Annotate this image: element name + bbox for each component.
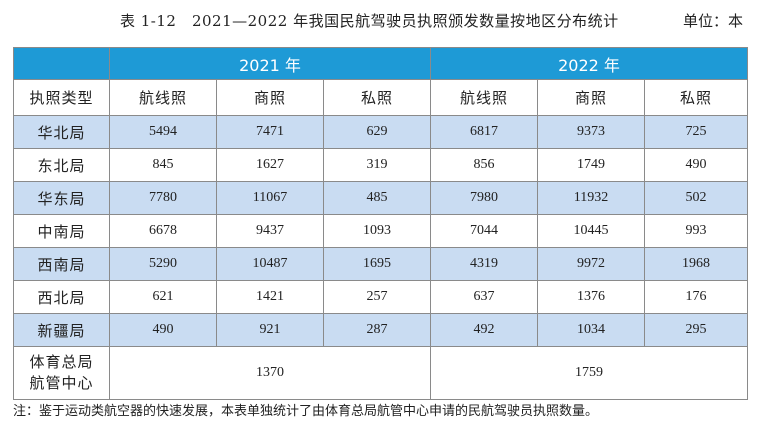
table-title: 表 1-12 2021—2022 年我国民航驾驶员执照颁发数量按地区分布统计 bbox=[120, 12, 619, 30]
col-header-private-2021: 私照 bbox=[323, 79, 431, 116]
cell: 7044 bbox=[430, 214, 538, 248]
table-row: 华东局 7780 11067 485 7980 11932 502 bbox=[13, 181, 748, 215]
row-label: 西南局 bbox=[13, 247, 110, 281]
row-label: 华东局 bbox=[13, 181, 110, 215]
year-header-row: 2021 年 2022 年 bbox=[13, 47, 748, 80]
cell: 637 bbox=[430, 280, 538, 314]
cell: 11932 bbox=[537, 181, 645, 215]
license-type-header-row: 执照类型 航线照 商照 私照 航线照 商照 私照 bbox=[13, 79, 748, 116]
header-corner bbox=[13, 47, 110, 80]
license-table: 2021 年 2022 年 执照类型 航线照 商照 私照 航线照 商照 私照 华… bbox=[13, 47, 748, 400]
cell: 6817 bbox=[430, 115, 538, 149]
cell: 5290 bbox=[109, 247, 217, 281]
cell: 490 bbox=[644, 148, 748, 182]
cell: 4319 bbox=[430, 247, 538, 281]
table-row: 华北局 5494 7471 629 6817 9373 725 bbox=[13, 115, 748, 149]
cell-total-2021: 1370 bbox=[109, 346, 431, 400]
year-2021-header: 2021 年 bbox=[109, 47, 431, 80]
row-label: 东北局 bbox=[13, 148, 110, 182]
col-header-private-2022: 私照 bbox=[644, 79, 748, 116]
cell: 1093 bbox=[323, 214, 431, 248]
cell: 725 bbox=[644, 115, 748, 149]
row-label-line2: 航管中心 bbox=[29, 374, 94, 392]
cell: 1421 bbox=[216, 280, 324, 314]
cell: 7471 bbox=[216, 115, 324, 149]
cell: 9972 bbox=[537, 247, 645, 281]
cell: 319 bbox=[323, 148, 431, 182]
cell: 485 bbox=[323, 181, 431, 215]
cell: 993 bbox=[644, 214, 748, 248]
col-header-commercial-2021: 商照 bbox=[216, 79, 324, 116]
table-row: 新疆局 490 921 287 492 1034 295 bbox=[13, 313, 748, 347]
table-row: 东北局 845 1627 319 856 1749 490 bbox=[13, 148, 748, 182]
cell: 295 bbox=[644, 313, 748, 347]
cell: 921 bbox=[216, 313, 324, 347]
table-row: 中南局 6678 9437 1093 7044 10445 993 bbox=[13, 214, 748, 248]
cell: 492 bbox=[430, 313, 538, 347]
cell: 176 bbox=[644, 280, 748, 314]
year-2022-header: 2022 年 bbox=[430, 47, 748, 80]
footnote: 注：鉴于运动类航空器的快速发展，本表单独统计了由体育总局航管中心申请的民航驾驶员… bbox=[13, 404, 599, 419]
cell: 6678 bbox=[109, 214, 217, 248]
row-label: 西北局 bbox=[13, 280, 110, 314]
table-caption: 表 1-12 2021—2022 年我国民航驾驶员执照颁发数量按地区分布统计 单… bbox=[0, 6, 757, 34]
cell: 1627 bbox=[216, 148, 324, 182]
cell: 1695 bbox=[323, 247, 431, 281]
cell: 7980 bbox=[430, 181, 538, 215]
table-row: 西南局 5290 10487 1695 4319 9972 1968 bbox=[13, 247, 748, 281]
row-label-line1: 体育总局 bbox=[29, 353, 94, 371]
row-label: 华北局 bbox=[13, 115, 110, 149]
cell: 1376 bbox=[537, 280, 645, 314]
cell: 287 bbox=[323, 313, 431, 347]
cell: 629 bbox=[323, 115, 431, 149]
cell: 621 bbox=[109, 280, 217, 314]
cell: 845 bbox=[109, 148, 217, 182]
col-header-airline-2021: 航线照 bbox=[109, 79, 217, 116]
cell: 1034 bbox=[537, 313, 645, 347]
cell: 9373 bbox=[537, 115, 645, 149]
license-type-header: 执照类型 bbox=[13, 79, 110, 116]
table-row: 西北局 621 1421 257 637 1376 176 bbox=[13, 280, 748, 314]
table-row-sports-center: 体育总局航管中心 1370 1759 bbox=[13, 346, 748, 400]
cell: 7780 bbox=[109, 181, 217, 215]
col-header-airline-2022: 航线照 bbox=[430, 79, 538, 116]
cell: 10445 bbox=[537, 214, 645, 248]
row-label: 新疆局 bbox=[13, 313, 110, 347]
col-header-commercial-2022: 商照 bbox=[537, 79, 645, 116]
unit-label: 单位：本 bbox=[682, 12, 743, 30]
cell: 11067 bbox=[216, 181, 324, 215]
cell: 490 bbox=[109, 313, 217, 347]
cell: 5494 bbox=[109, 115, 217, 149]
row-label: 中南局 bbox=[13, 214, 110, 248]
cell: 1968 bbox=[644, 247, 748, 281]
cell: 257 bbox=[323, 280, 431, 314]
cell: 502 bbox=[644, 181, 748, 215]
row-label-sports-center: 体育总局 航管中心 bbox=[13, 346, 110, 400]
cell: 856 bbox=[430, 148, 538, 182]
cell: 9437 bbox=[216, 214, 324, 248]
cell: 10487 bbox=[216, 247, 324, 281]
cell: 1749 bbox=[537, 148, 645, 182]
cell-total-2022: 1759 bbox=[430, 346, 748, 400]
